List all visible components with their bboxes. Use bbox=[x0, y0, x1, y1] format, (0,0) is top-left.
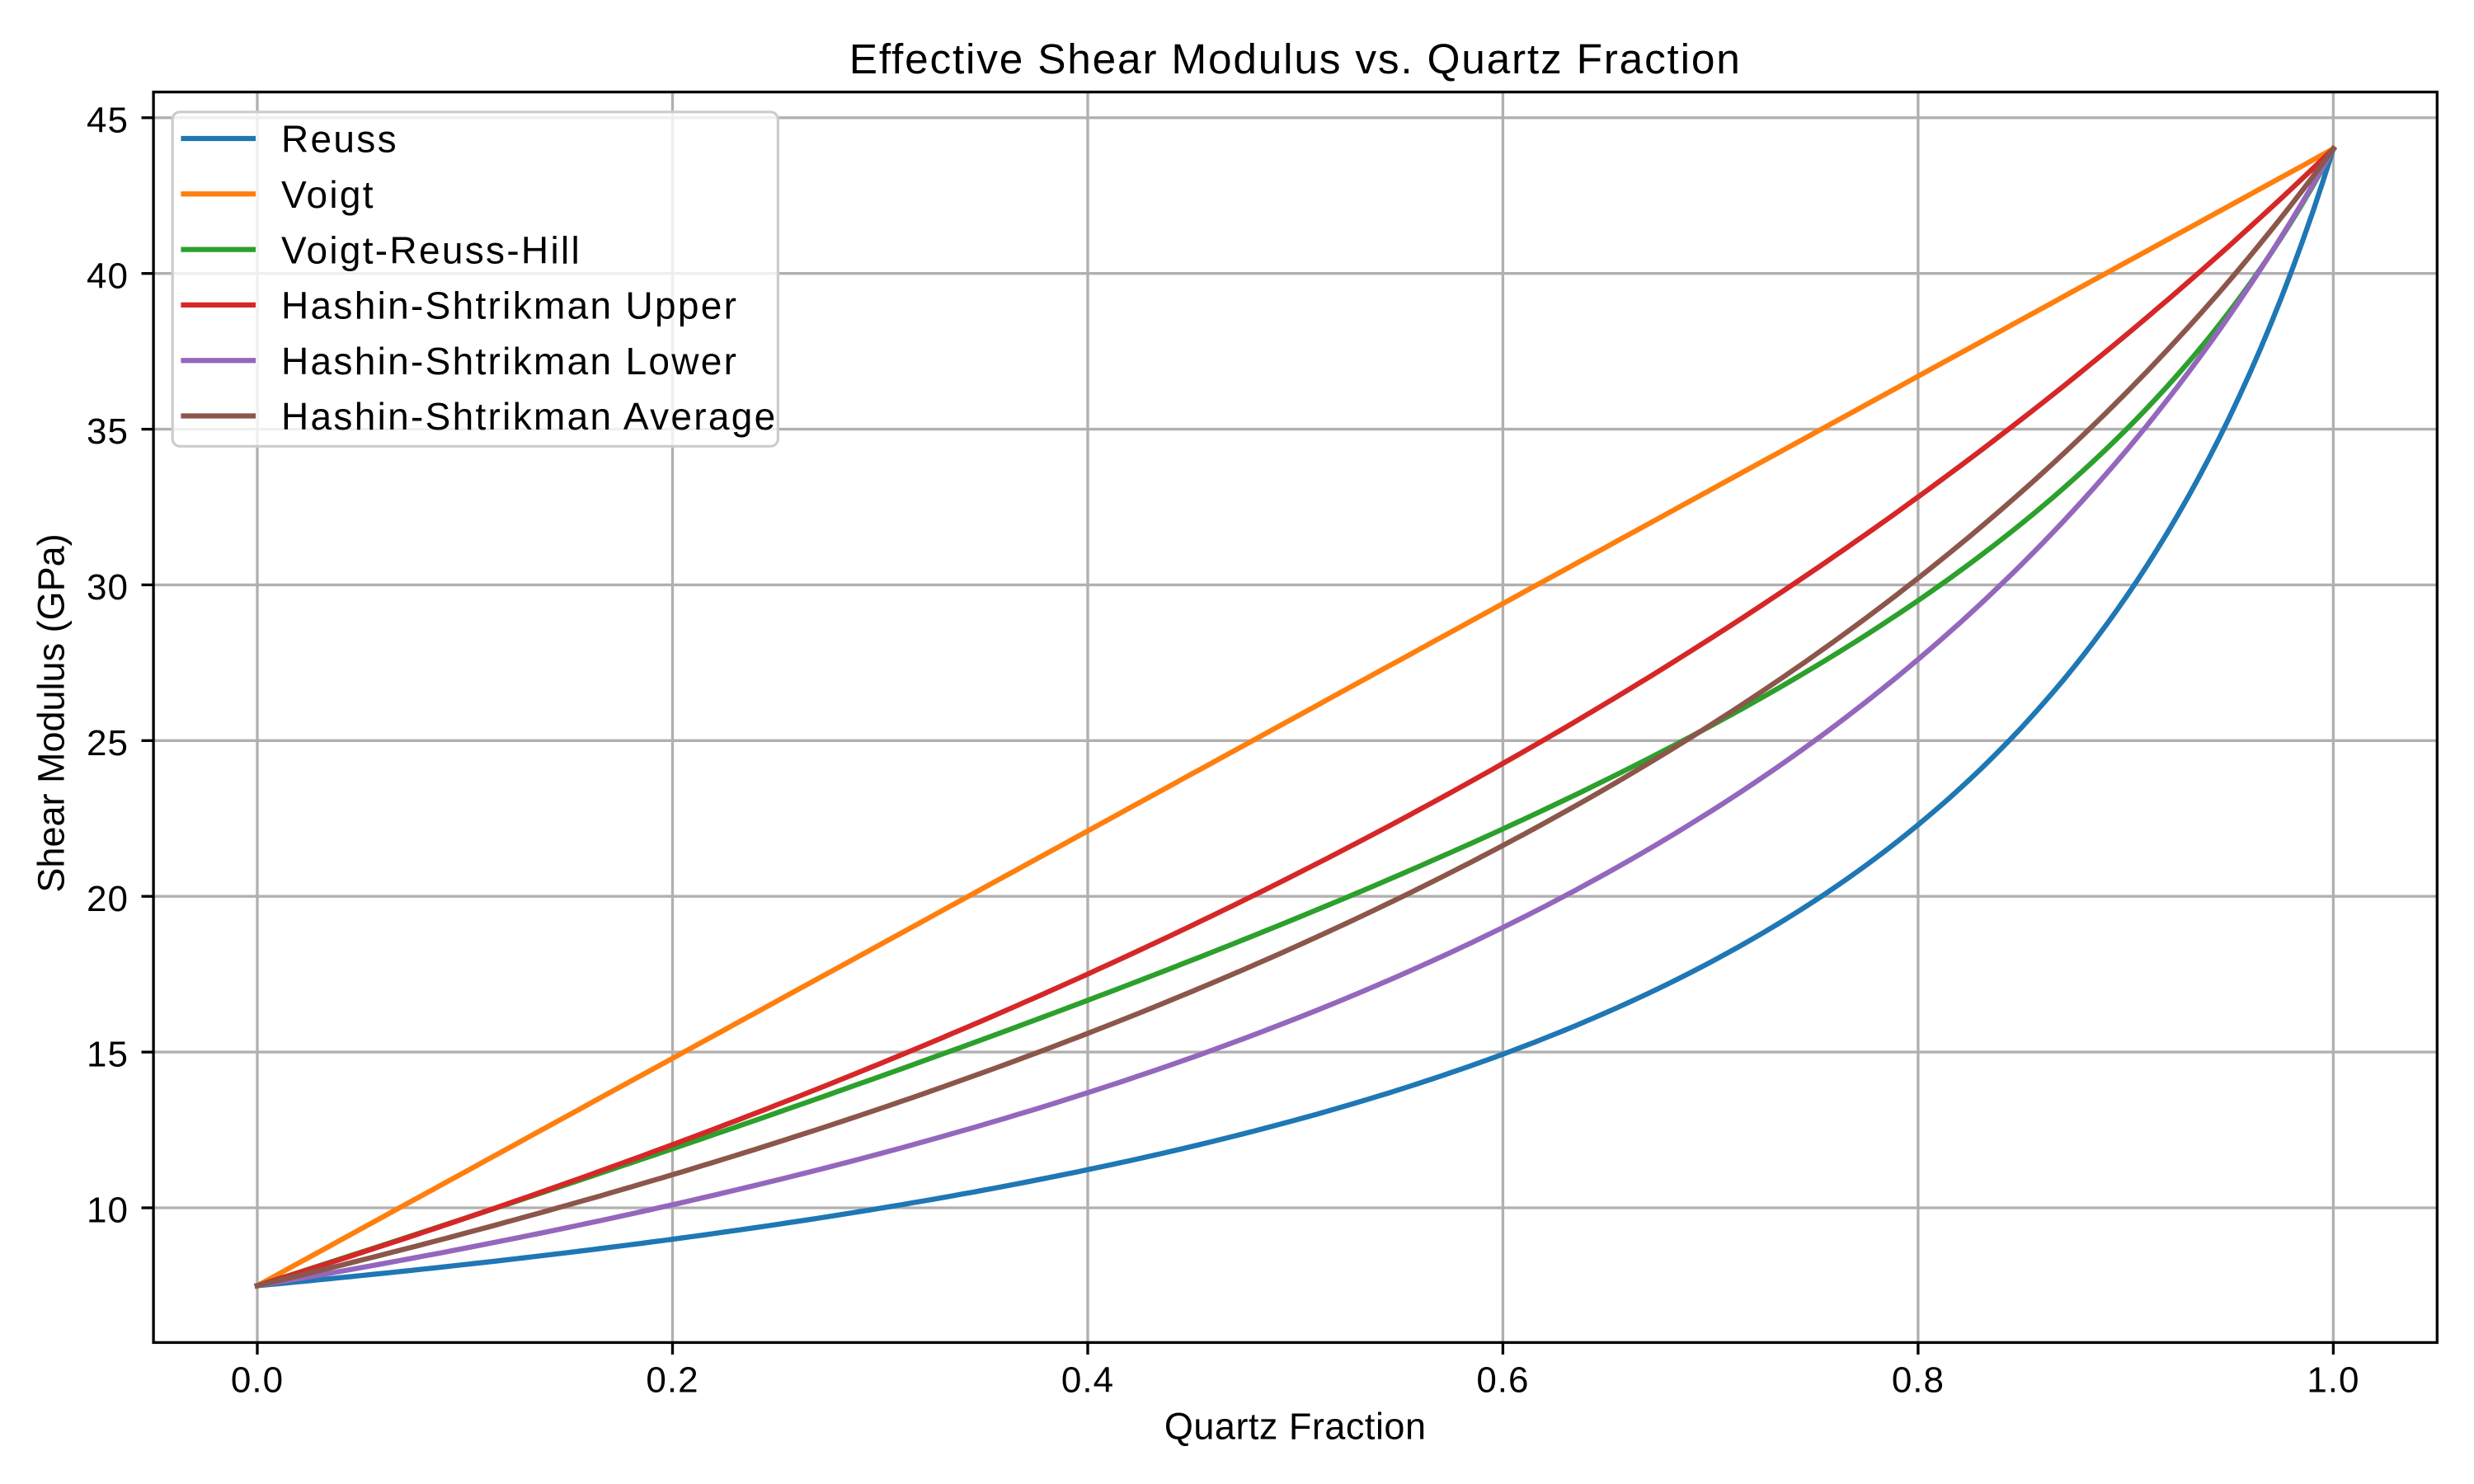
svg-text:30: 30 bbox=[87, 567, 129, 608]
svg-text:0.8: 0.8 bbox=[1892, 1360, 1945, 1401]
svg-text:15: 15 bbox=[87, 1035, 129, 1075]
svg-text:20: 20 bbox=[87, 879, 129, 919]
svg-text:0.6: 0.6 bbox=[1476, 1360, 1529, 1401]
svg-text:10: 10 bbox=[87, 1190, 129, 1231]
svg-text:Reuss: Reuss bbox=[281, 118, 398, 161]
svg-text:0.0: 0.0 bbox=[231, 1360, 284, 1401]
svg-text:Hashin-Shtrikman Upper: Hashin-Shtrikman Upper bbox=[281, 284, 738, 327]
svg-text:Voigt: Voigt bbox=[281, 173, 375, 216]
svg-text:35: 35 bbox=[87, 411, 129, 452]
svg-text:Shear Modulus (GPa): Shear Modulus (GPa) bbox=[31, 533, 73, 892]
svg-text:0.2: 0.2 bbox=[646, 1360, 698, 1401]
svg-text:Voigt-Reuss-Hill: Voigt-Reuss-Hill bbox=[281, 228, 581, 271]
svg-text:1.0: 1.0 bbox=[2307, 1360, 2359, 1401]
svg-text:25: 25 bbox=[87, 723, 129, 763]
svg-text:Quartz Fraction: Quartz Fraction bbox=[1164, 1406, 1427, 1448]
svg-text:0.4: 0.4 bbox=[1061, 1360, 1114, 1401]
svg-text:Hashin-Shtrikman Lower: Hashin-Shtrikman Lower bbox=[281, 340, 738, 383]
svg-text:45: 45 bbox=[87, 100, 129, 140]
svg-text:Hashin-Shtrikman Average: Hashin-Shtrikman Average bbox=[281, 395, 778, 438]
svg-text:40: 40 bbox=[87, 256, 129, 296]
svg-text:Effective Shear Modulus vs. Qu: Effective Shear Modulus vs. Quartz Fract… bbox=[849, 35, 1742, 82]
